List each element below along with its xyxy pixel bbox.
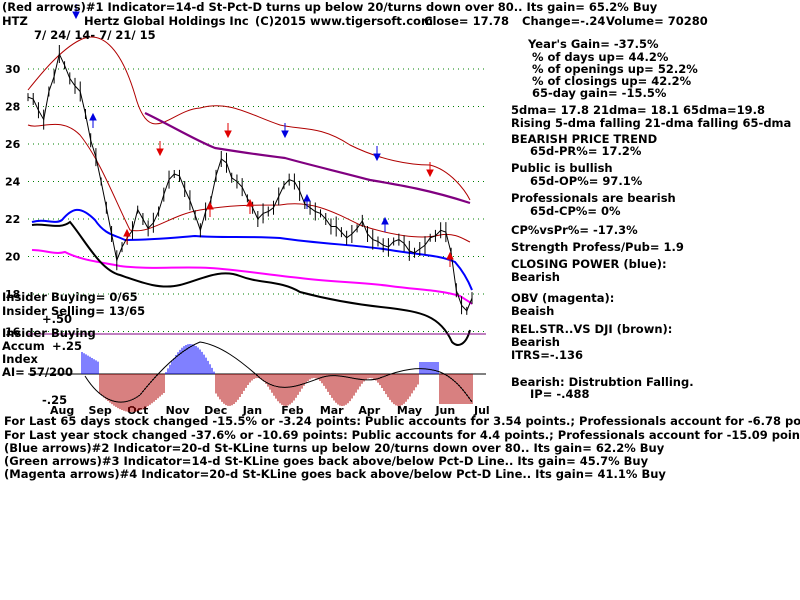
days-up: % of days up= 44.2% [532,50,669,64]
relstr-title: REL.STR..VS DJI (brown): [511,322,673,336]
price-trend-pr: 65d-PR%= 17.2% [530,144,642,158]
openings-up: % of openings up= 52.2% [532,62,698,76]
obv-value: Beaish [511,304,555,318]
public-op: 65d-OP%= 97.1% [530,174,643,188]
strength-ratio: Strength Profess/Pub= 1.9 [511,240,684,254]
red-arrow-icon [224,123,232,139]
red-arrow-icon [426,162,434,178]
blue-arrow-icon [89,112,97,128]
insider-buying-label: Insider Buying [2,326,96,340]
x-tick-feb: Feb [281,404,304,417]
x-tick-dec: Dec [204,404,227,417]
close-value: Close= 17.78 [424,14,509,28]
public-title: Public is bullish [511,161,613,175]
y-tick-18: 18 [5,288,20,301]
insider-selling-count: Insider Selling= 13/65 [2,304,146,318]
ma65-line [144,112,471,205]
closing-power-value: Bearish [511,270,560,284]
index-label: Index [2,352,38,366]
blue-arrow-icon [303,193,311,209]
company-name: Hertz Global Holdings Inc [84,14,249,28]
insider-buying-count: Insider Buying= 0/65 [2,290,138,304]
cp-vs-pr: CP%vsPr%= -17.3% [511,223,638,237]
price-trend-title: BEARISH PRICE TREND [511,132,658,146]
blue-arrow-icon [72,4,80,20]
x-tick-aug: Aug [50,404,74,417]
bearish-title: Bearish: Distrubtion Falling. [511,375,694,389]
price-series [27,45,473,315]
accum-label: Accum [2,339,45,353]
x-tick-nov: Nov [166,404,191,417]
red-arrow-icon [206,201,214,217]
itrs-value: ITRS=-.136 [511,348,584,362]
accum-minus25: -.25 [42,393,68,407]
pros-cp: 65d-CP%= 0% [530,204,621,218]
date-range: 7/ 24/ 14- 7/ 21/ 15 [34,28,156,42]
x-tick-jun: Jun [434,404,455,417]
lower-band-line [27,123,471,243]
red-arrow-icon [246,198,254,214]
blue-arrow-icon [381,216,389,232]
y-tick-26: 26 [5,138,21,151]
x-tick-sep: Sep [89,404,112,417]
blue-arrow-icon [281,123,289,139]
gain-65-day: 65-day gain= -15.5% [532,86,667,100]
obv-title: OBV (magenta): [511,291,615,305]
dma-trend: Rising 5-dma falling 21-dma falling 65-d… [511,116,792,130]
ip-value: IP= -.488 [530,387,590,401]
obv-line [31,249,473,305]
blue-arrow-icon [373,146,381,162]
x-tick-labels: AugSepOctNovDecJanFebMarAprMayJunJul [50,404,490,417]
x-tick-jan: Jan [242,404,262,417]
copyright-text: (C)2015 www.tigersoft.com [255,14,433,28]
ai-value: AI= 57/200 [2,365,74,379]
indicator-3-legend: (Green arrows)#3 Indicator=14-d St-KLine… [4,454,649,468]
pros-title: Professionals are bearish [511,191,676,205]
change-value: Change=-.24 [522,14,606,28]
footer-last-year: For Last year stock changed -37.6% or -1… [4,428,800,442]
y-tick-24: 24 [5,176,21,189]
relstr-line [31,220,471,346]
accum-plus50: +.50 [42,312,73,326]
x-tick-apr: Apr [358,404,380,417]
footer-65-day: For Last 65 days stock changed -15.5% or… [4,414,800,428]
y-tick-20: 20 [5,251,21,264]
red-arrow-icon [156,141,164,157]
dma-values: 5dma= 17.8 21dma= 18.1 65dma=19.8 [511,103,765,117]
closing-power-title: CLOSING POWER (blue): [511,257,667,271]
ticker-symbol: HTZ [2,14,28,28]
y-tick-16: 16 [5,326,21,339]
signal-arrows [72,4,454,267]
closings-up: % of closings up= 42.2% [532,74,692,88]
red-arrow-icon [446,251,454,267]
y-tick-22: 22 [5,213,20,226]
y-tick-30: 30 [5,63,21,76]
indicator-2-legend: (Blue arrows)#2 Indicator=20-d St-KLine … [4,441,665,455]
years-gain: Year's Gain= -37.5% [528,37,659,51]
accum-index-bars [81,344,473,412]
indicator-1-legend: (Red arrows)#1 Indicator=14-d St-Pct-D t… [2,0,658,14]
indicator-4-legend: (Magenta arrows)#4 Indicator=20-d St-KLi… [4,467,666,481]
accum-ma-line [84,341,473,403]
x-tick-jul: Jul [473,404,490,417]
red-arrow-icon [123,228,131,244]
upper-band-line [27,36,471,201]
relstr-value: Bearish [511,335,560,349]
accum-plus25: +.25 [52,339,83,353]
x-tick-mar: Mar [320,404,344,417]
y-tick-labels: 30 28 26 24 22 20 18 16 [5,63,21,339]
x-tick-may: May [397,404,422,417]
volume-value: Volume= 70280 [606,14,708,28]
y-tick-28: 28 [5,101,20,114]
closing-power-line [31,208,473,291]
